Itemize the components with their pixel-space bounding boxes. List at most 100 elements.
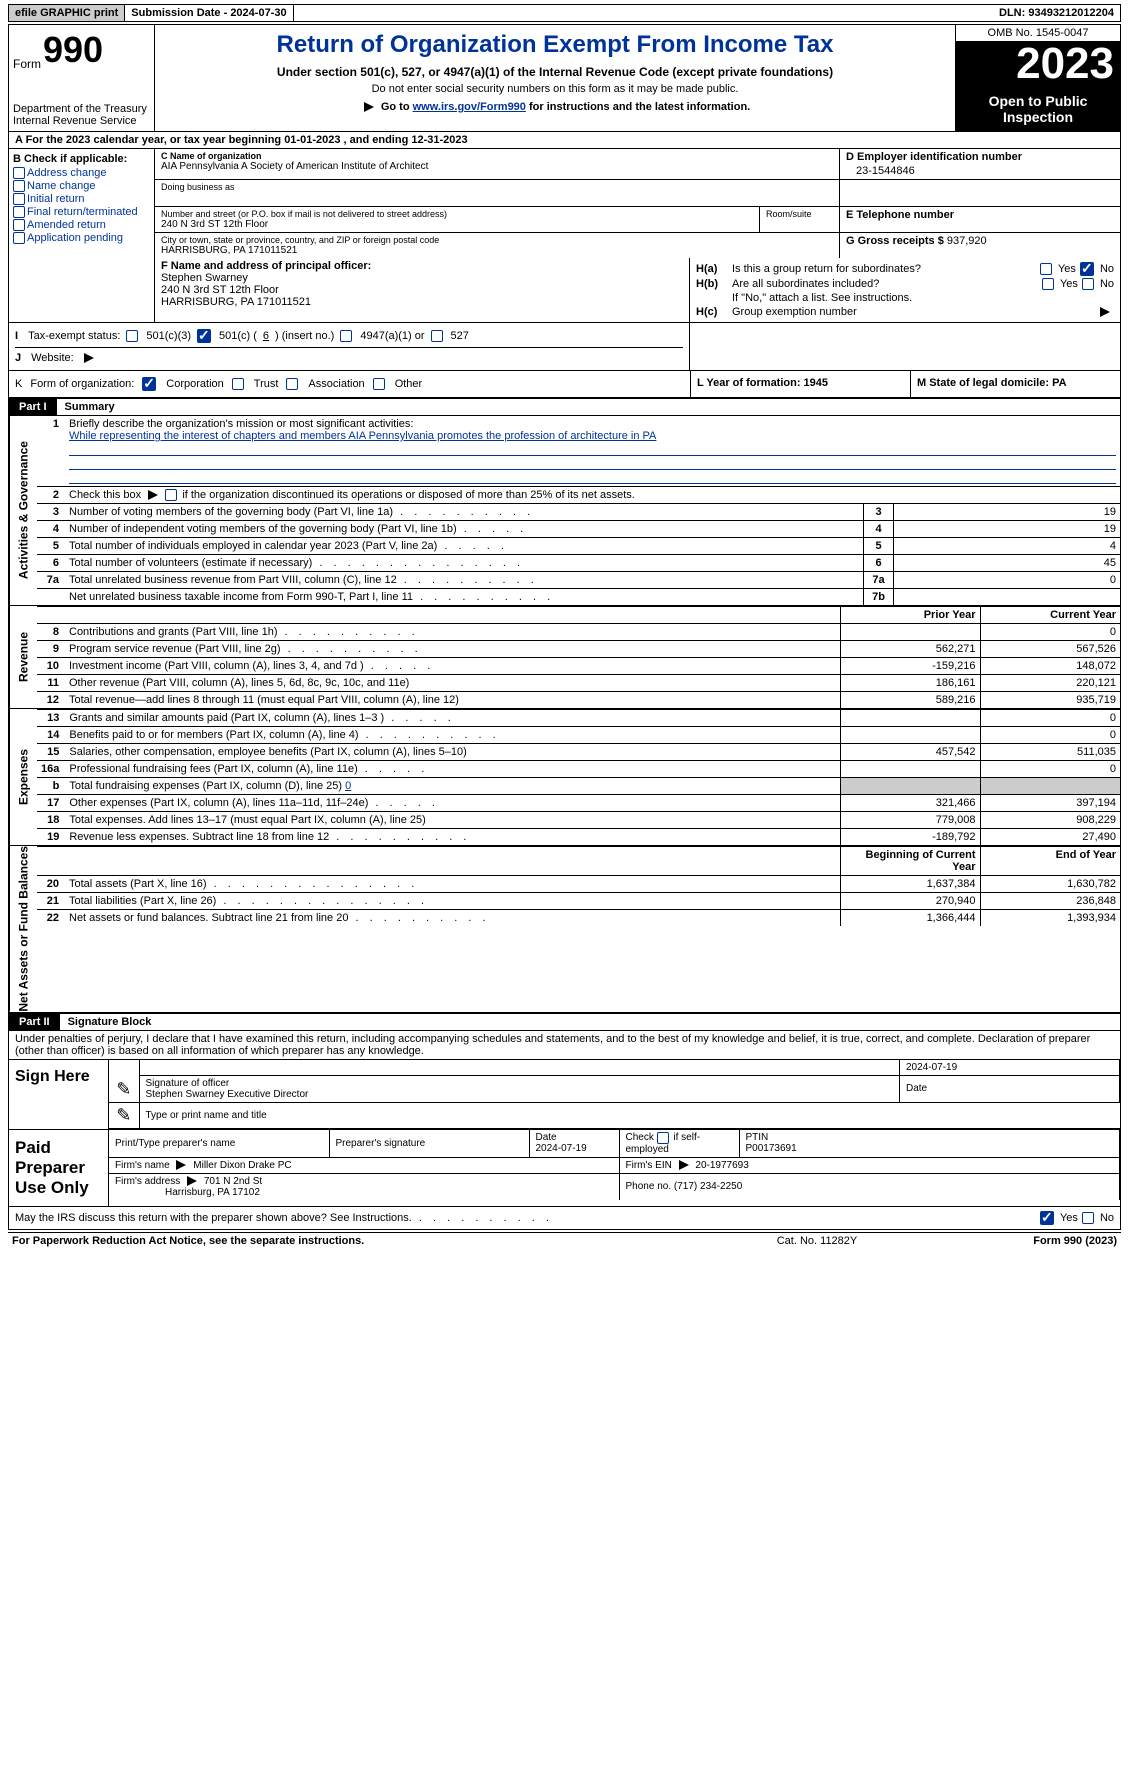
tax-year-range: A For the 2023 calendar year, or tax yea…: [8, 132, 1121, 149]
check-4947[interactable]: [340, 330, 352, 342]
open-to-public: Open to Public Inspection: [956, 87, 1120, 131]
eoy-22: 1,393,934: [980, 910, 1120, 927]
check-trust[interactable]: [232, 378, 244, 390]
page-footer: For Paperwork Reduction Act Notice, see …: [8, 1232, 1121, 1249]
pen-icon: ✎: [109, 1060, 139, 1103]
city-state-zip: HARRISBURG, PA 171011521: [161, 245, 833, 256]
ein: 23-1544846: [846, 165, 1114, 177]
part2-header: Part II Signature Block: [8, 1013, 1121, 1031]
check-527[interactable]: [431, 330, 443, 342]
side-net-assets: Net Assets or Fund Balances: [9, 846, 37, 1012]
prior-10: -159,216: [840, 658, 980, 675]
side-expenses: Expenses: [9, 709, 37, 845]
curr-11: 220,121: [980, 675, 1120, 692]
officer-addr2: HARRISBURG, PA 171011521: [161, 296, 683, 308]
topbar: efile GRAPHIC print Submission Date - 20…: [8, 4, 1121, 22]
prior-19: -189,792: [840, 829, 980, 846]
check-501c3[interactable]: [126, 330, 138, 342]
curr-16a: 0: [980, 761, 1120, 778]
sign-date: 2024-07-19: [900, 1060, 1120, 1076]
check-self-employed[interactable]: [657, 1132, 669, 1144]
org-name: AIA Pennsylvania A Society of American I…: [161, 161, 833, 172]
dln: DLN: 93493212012204: [993, 5, 1120, 21]
state-domicile: M State of legal domicile: PA: [917, 377, 1067, 389]
arrow-icon: [84, 353, 94, 363]
check-may-no[interactable]: [1082, 1212, 1094, 1224]
form-header: Form 990 Department of the Treasury Inte…: [8, 24, 1121, 132]
instructions-link[interactable]: www.irs.gov/Form990: [413, 101, 526, 113]
check-app-pending[interactable]: Application pending: [13, 232, 150, 244]
mission-text: While representing the interest of chapt…: [69, 430, 656, 442]
part1-header: Part I Summary: [8, 398, 1121, 416]
arrow-icon: [1100, 307, 1110, 317]
curr-17: 397,194: [980, 795, 1120, 812]
officer-addr1: 240 N 3rd ST 12th Floor: [161, 284, 683, 296]
dept-label: Department of the Treasury Internal Reve…: [13, 103, 150, 127]
sign-here-block: Sign Here ✎ 2024-07-19 Signature of offi…: [8, 1059, 1121, 1130]
check-association[interactable]: [286, 378, 298, 390]
curr-9: 567,526: [980, 641, 1120, 658]
pen-icon: ✎: [109, 1102, 139, 1128]
arrow-icon: [679, 1160, 689, 1170]
form-subtitle: Under section 501(c), 527, or 4947(a)(1)…: [165, 65, 945, 79]
check-corporation[interactable]: [142, 377, 156, 391]
val-6: 45: [894, 555, 1120, 572]
firm-addr1: 701 N 2nd St: [204, 1176, 262, 1187]
tax-exempt-status: ITax-exempt status: 501(c)(3) 501(c) (6)…: [15, 329, 683, 343]
street-address: 240 N 3rd ST 12th Floor: [161, 219, 753, 230]
check-other[interactable]: [373, 378, 385, 390]
check-initial-return[interactable]: Initial return: [13, 193, 150, 205]
prior-8: [840, 624, 980, 641]
firm-phone: (717) 234-2250: [674, 1181, 742, 1192]
check-may-yes[interactable]: [1040, 1211, 1054, 1225]
prior-12: 589,216: [840, 692, 980, 709]
perjury-statement: Under penalties of perjury, I declare th…: [8, 1031, 1121, 1059]
form-number: Form 990: [13, 29, 150, 71]
may-discuss-row: May the IRS discuss this return with the…: [8, 1207, 1121, 1230]
officer-sig-name: Stephen Swarney Executive Director: [146, 1089, 309, 1100]
boy-20: 1,637,384: [840, 876, 980, 893]
efile-button[interactable]: efile GRAPHIC print: [9, 5, 125, 21]
boy-21: 270,940: [840, 893, 980, 910]
officer-name: Stephen Swarney: [161, 272, 683, 284]
curr-18: 908,229: [980, 812, 1120, 829]
boy-22: 1,366,444: [840, 910, 980, 927]
ptin: P00173691: [746, 1143, 797, 1154]
firm-addr2: Harrisburg, PA 17102: [165, 1187, 260, 1198]
curr-13: 0: [980, 710, 1120, 727]
val-3: 19: [894, 504, 1120, 521]
side-governance: Activities & Governance: [9, 416, 37, 605]
check-final-return[interactable]: Final return/terminated: [13, 206, 150, 218]
prior-16a: [840, 761, 980, 778]
col-b-checkboxes: B Check if applicable: Address change Na…: [9, 149, 155, 258]
prior-13: [840, 710, 980, 727]
prior-15: 457,542: [840, 744, 980, 761]
arrow-icon: [176, 1160, 186, 1170]
arrow-icon: [187, 1176, 197, 1186]
val-7a: 0: [894, 572, 1120, 589]
val-7b: [894, 589, 1120, 606]
check-name-change[interactable]: Name change: [13, 180, 150, 192]
val-5: 4: [894, 538, 1120, 555]
arrow-icon: [148, 490, 158, 500]
check-501c[interactable]: [197, 329, 211, 343]
prior-9: 562,271: [840, 641, 980, 658]
check-icon: [1080, 262, 1094, 276]
form-of-org: KForm of organization: Corporation Trust…: [9, 371, 690, 397]
tax-year: 2023: [956, 42, 1120, 87]
check-discontinued[interactable]: [165, 489, 177, 501]
curr-19: 27,490: [980, 829, 1120, 846]
val-4: 19: [894, 521, 1120, 538]
prior-18: 779,008: [840, 812, 980, 829]
gross-receipts: 937,920: [947, 235, 987, 247]
gross-receipts-label: G Gross receipts $: [846, 235, 944, 247]
prior-17: 321,466: [840, 795, 980, 812]
check-amended[interactable]: Amended return: [13, 219, 150, 231]
arrow-icon: [364, 102, 374, 112]
curr-14: 0: [980, 727, 1120, 744]
eoy-21: 236,848: [980, 893, 1120, 910]
curr-10: 148,072: [980, 658, 1120, 675]
curr-15: 511,035: [980, 744, 1120, 761]
eoy-20: 1,630,782: [980, 876, 1120, 893]
check-address-change[interactable]: Address change: [13, 167, 150, 179]
